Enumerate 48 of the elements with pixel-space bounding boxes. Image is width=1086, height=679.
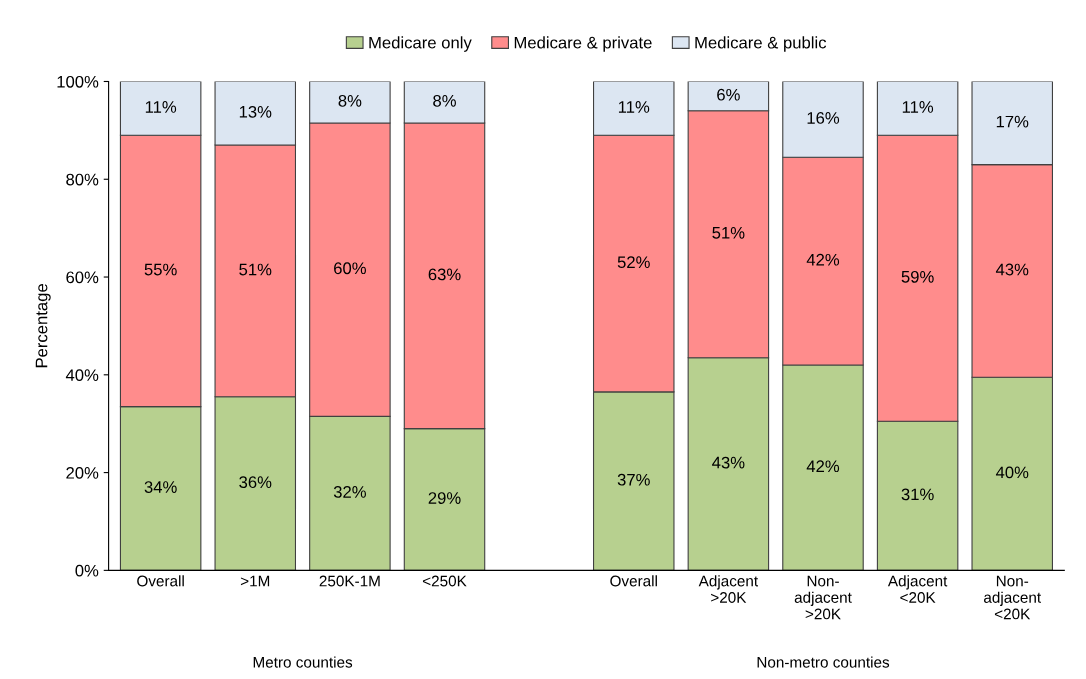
x-tick-label: Adjacent <20K	[887, 575, 948, 603]
data-label: 31%	[901, 488, 934, 501]
y-tick-label: 60%	[66, 271, 99, 284]
data-label: 59%	[901, 270, 934, 283]
data-label: 36%	[239, 476, 272, 489]
y-tick-label: 0%	[75, 564, 99, 577]
data-label: 42%	[806, 460, 840, 473]
data-label: 8%	[338, 94, 362, 107]
x-tick-label: <250K	[422, 575, 467, 587]
legend-label: Medicare & public	[695, 36, 827, 52]
y-axis-title: Percentage	[35, 284, 51, 368]
legend-label: Medicare only	[369, 36, 472, 52]
x-tick-label: Non- adjacent <20K	[984, 575, 1042, 620]
x-tick-label: Overall	[610, 575, 657, 587]
data-label: 63%	[428, 268, 461, 281]
text: Metro counties	[253, 656, 353, 668]
data-label: 51%	[712, 227, 745, 239]
data-label: 8%	[433, 94, 456, 107]
data-label: 16%	[807, 112, 840, 124]
data-label: 32%	[333, 486, 366, 498]
y-tick-label: 40%	[65, 369, 99, 382]
data-label: 55%	[144, 263, 177, 276]
y-tick-label: 100%	[57, 75, 99, 88]
data-label: 52%	[617, 256, 650, 269]
data-label: 34%	[144, 481, 177, 493]
x-tick-label: Overall	[137, 575, 184, 587]
x-tick-label: Adjacent >20K	[698, 575, 758, 603]
data-label: 11%	[902, 101, 934, 113]
data-label: 13%	[239, 105, 272, 118]
x-tick-label: Non- adjacent >20K	[794, 575, 852, 620]
data-label: 60%	[334, 262, 366, 275]
data-label: 40%	[995, 466, 1029, 479]
text: Non-metro counties	[757, 656, 890, 668]
x-tick-label: >1M	[240, 575, 270, 587]
data-label: 37%	[617, 473, 650, 486]
legend-label: Medicare & private	[514, 36, 652, 52]
data-label: 17%	[996, 115, 1029, 128]
data-label: 43%	[712, 456, 745, 469]
data-label: 6%	[717, 88, 740, 101]
data-label: 11%	[618, 101, 650, 113]
data-label: 43%	[995, 263, 1029, 276]
data-label: 42%	[806, 253, 840, 266]
data-label: 11%	[145, 101, 177, 113]
y-tick-label: 20%	[66, 466, 99, 479]
x-tick-label: 250K-1M	[319, 575, 380, 587]
y-tick-label: 80%	[66, 173, 99, 186]
data-label: 51%	[239, 263, 272, 276]
data-label: 29%	[428, 492, 461, 504]
